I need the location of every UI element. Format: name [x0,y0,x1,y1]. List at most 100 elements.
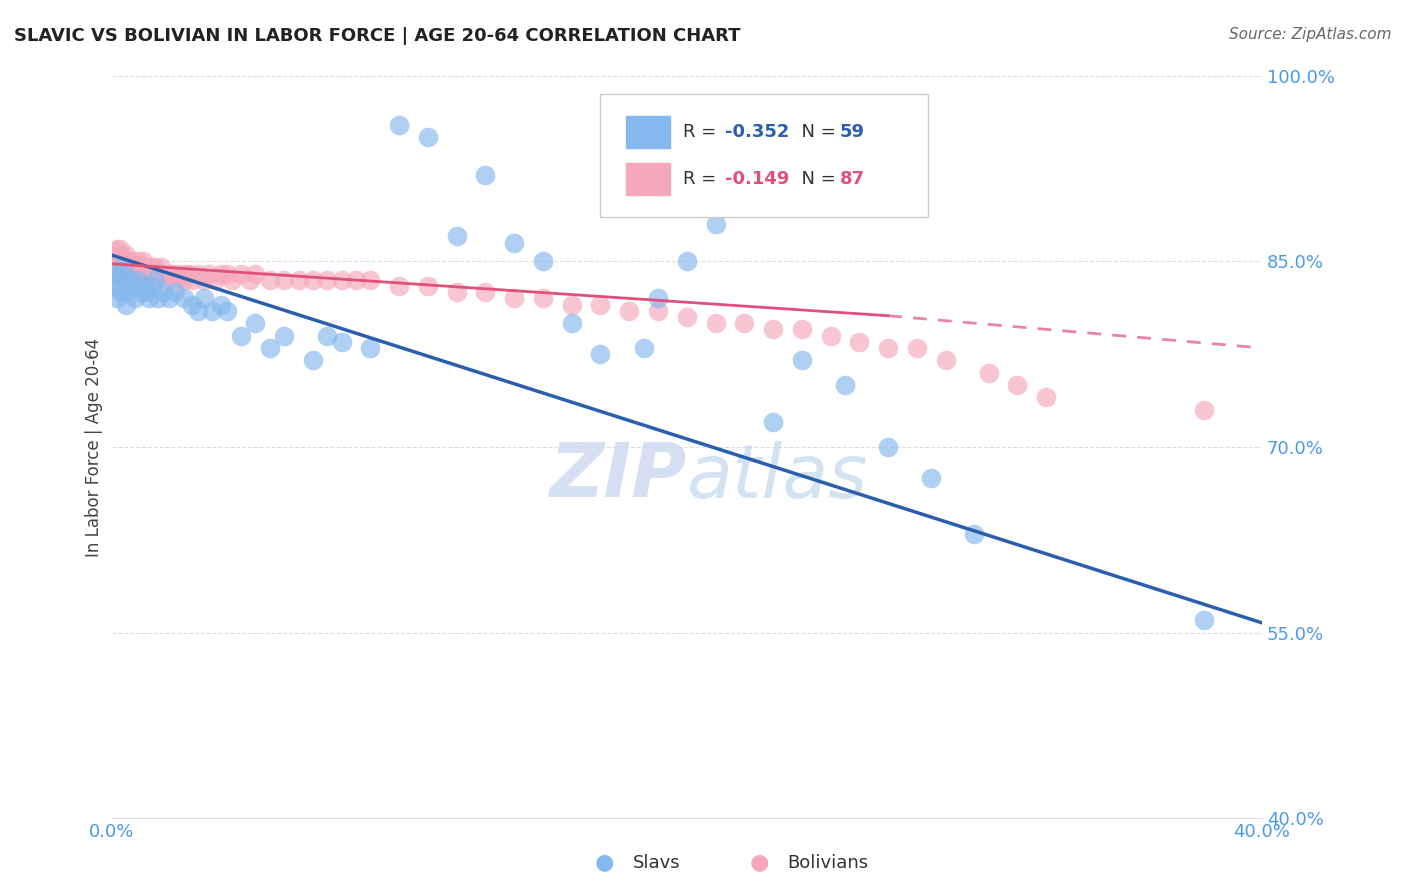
Point [790,322,813,336]
Point [115,285,138,300]
Point [877,440,900,454]
Point [388,279,411,293]
Text: Slavs: Slavs [633,855,681,872]
Point [229,267,252,281]
Point [103,267,125,281]
Point [1194,613,1216,627]
Text: Bolivians: Bolivians [787,855,869,872]
Text: 59: 59 [839,123,865,141]
Point [259,273,281,287]
Point [152,285,174,300]
Point [112,267,135,281]
Text: R =: R = [683,170,723,188]
Point [905,341,928,355]
Point [503,292,526,306]
Point [193,273,215,287]
Point [1194,402,1216,417]
Point [127,273,149,287]
Point [302,353,325,368]
Point [155,273,177,287]
Point [330,273,353,287]
Point [187,267,209,281]
Point [330,334,353,349]
Point [127,267,149,281]
Point [110,242,132,256]
Point [647,292,669,306]
Text: ●: ● [595,853,614,872]
Point [589,347,612,361]
Point [121,267,143,281]
Point [112,273,135,287]
Point [121,273,143,287]
Point [110,267,132,281]
Point [204,273,226,287]
Point [127,254,149,268]
Text: ZIP: ZIP [550,441,686,513]
Point [215,303,238,318]
Point [105,292,128,306]
Point [647,303,669,318]
Point [112,260,135,275]
Text: 87: 87 [839,170,865,188]
Text: atlas: atlas [686,441,868,513]
Point [115,297,138,311]
Point [446,285,468,300]
Point [118,279,141,293]
Point [129,260,152,275]
Point [181,297,204,311]
Point [124,292,146,306]
Point [141,260,163,275]
Point [132,279,155,293]
FancyBboxPatch shape [626,163,669,195]
Point [198,267,221,281]
Point [138,292,160,306]
Point [112,260,135,275]
Point [105,279,128,293]
Point [103,279,125,293]
Text: SLAVIC VS BOLIVIAN IN LABOR FORCE | AGE 20-64 CORRELATION CHART: SLAVIC VS BOLIVIAN IN LABOR FORCE | AGE … [14,27,741,45]
Point [146,267,169,281]
Point [1035,391,1057,405]
Point [209,297,232,311]
Point [118,254,141,268]
Point [733,316,755,330]
Point [157,267,180,281]
Point [259,341,281,355]
Point [149,260,172,275]
Point [344,273,367,287]
Point [163,285,186,300]
Point [733,174,755,188]
Point [110,267,132,281]
Point [221,273,243,287]
Point [704,217,727,231]
Point [115,260,138,275]
Point [181,273,204,287]
Point [135,260,157,275]
Point [166,273,188,287]
Point [103,267,125,281]
Point [561,297,583,311]
Point [474,168,496,182]
Point [187,303,209,318]
Point [193,292,215,306]
Point [935,353,957,368]
Point [834,378,856,392]
Point [173,273,195,287]
Text: Source: ZipAtlas.com: Source: ZipAtlas.com [1229,27,1392,42]
Point [848,334,870,349]
Point [121,254,143,268]
Point [129,285,152,300]
Point [146,292,169,306]
Point [316,328,339,343]
Y-axis label: In Labor Force | Age 20-64: In Labor Force | Age 20-64 [86,337,103,557]
Point [157,292,180,306]
Point [920,471,942,485]
Point [143,267,166,281]
Point [619,303,641,318]
Point [239,273,262,287]
Point [273,273,295,287]
Point [446,229,468,244]
Point [531,292,554,306]
Point [135,267,157,281]
Point [245,267,267,281]
